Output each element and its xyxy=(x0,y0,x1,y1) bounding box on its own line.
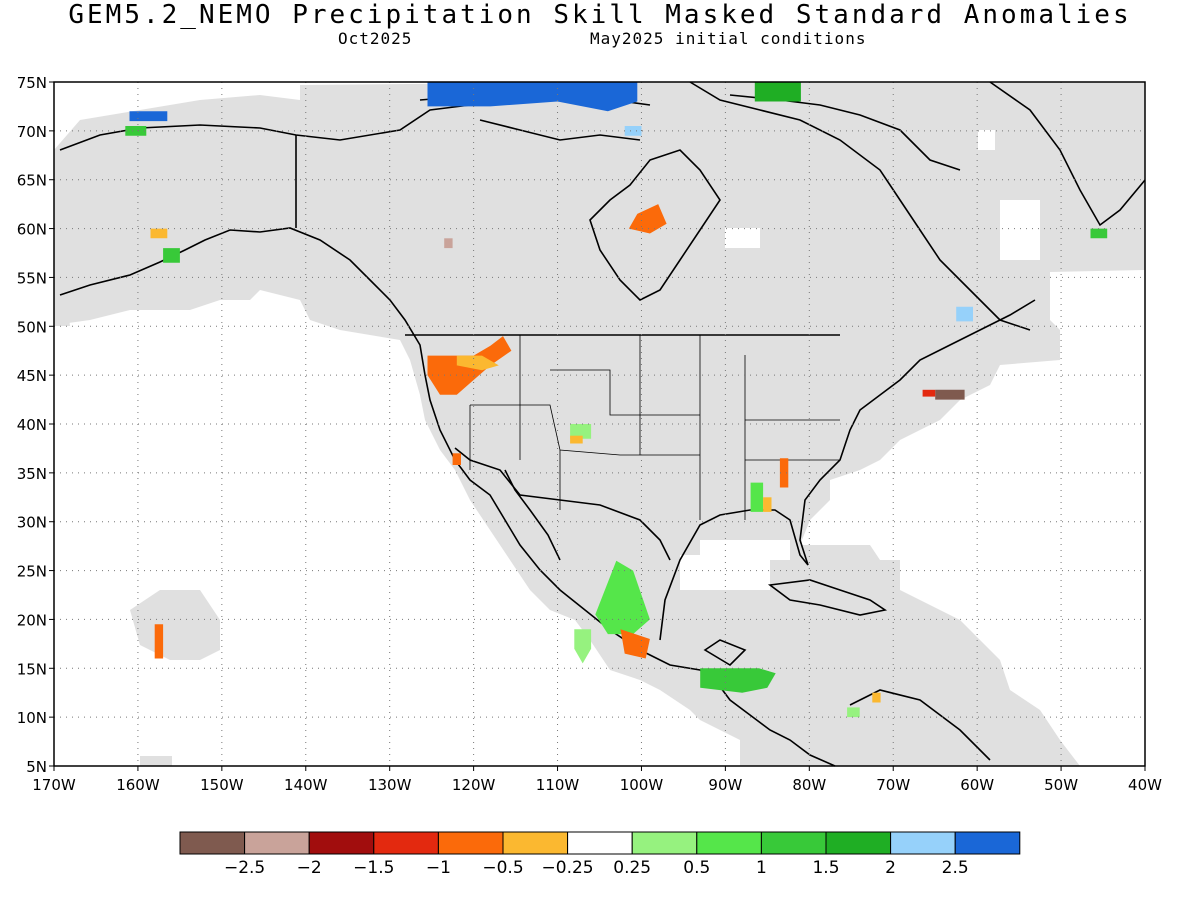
chart-title: GEM5.2_NEMO Precipitation Skill Masked S… xyxy=(68,0,1132,30)
lat-tick-label: 5N xyxy=(26,758,47,776)
lon-tick-label: 170W xyxy=(32,776,76,794)
colorbar-label: −1.5 xyxy=(353,858,394,878)
lon-tick-label: 150W xyxy=(200,776,244,794)
anomaly-patch xyxy=(452,453,461,465)
colorbar-swatch xyxy=(890,831,956,855)
colorbar-swatch xyxy=(502,831,569,855)
skill-mask-layer xyxy=(54,82,1145,766)
lon-tick-label: 100W xyxy=(620,776,664,794)
colorbar-swatch xyxy=(373,831,439,855)
colorbar-label: −0.25 xyxy=(542,858,594,878)
lat-axis: 5N 10N 15N 20N 25N 30N 35N 40N 45N 50N 55N 60N 65N 70… xyxy=(17,74,54,776)
lat-tick-label: 55N xyxy=(17,269,47,287)
colorbar-swatch xyxy=(308,831,375,855)
anomaly-patch xyxy=(624,126,642,136)
anomaly-patch xyxy=(574,629,592,664)
lat-tick-label: 70N xyxy=(17,123,47,141)
lat-tick-label: 35N xyxy=(17,465,47,483)
anomaly-patch xyxy=(763,497,772,512)
lon-tick-label: 40W xyxy=(1128,776,1162,794)
lon-tick-label: 80W xyxy=(792,776,826,794)
lon-tick-label: 60W xyxy=(960,776,994,794)
anomaly-patch xyxy=(956,306,973,322)
anomaly-patch xyxy=(700,668,776,693)
anomaly-patch xyxy=(125,126,147,136)
lat-tick-label: 65N xyxy=(17,172,47,190)
anomaly-patch xyxy=(628,204,667,234)
lon-axis: 170W 160W 150W 140W 130W 120W 110W 100W 90W 80W 70… xyxy=(32,766,1162,794)
colorbar-label: 1 xyxy=(756,858,767,878)
colorbar-swatch xyxy=(437,831,504,855)
lon-tick-label: 50W xyxy=(1044,776,1078,794)
lon-tick-label: 160W xyxy=(116,776,160,794)
colorbar-swatch xyxy=(696,831,762,855)
lat-tick-label: 45N xyxy=(17,367,47,385)
colorbar-swatch xyxy=(760,831,827,855)
lat-tick-label: 60N xyxy=(17,221,47,239)
anomaly-patch xyxy=(444,238,453,249)
anomaly-patch xyxy=(150,228,168,239)
valid-month: Oct2025 xyxy=(338,29,413,48)
anomaly-patch xyxy=(872,692,881,703)
colorbar-swatch xyxy=(567,831,633,855)
colorbar-label: 0.25 xyxy=(613,858,651,878)
anomaly-patch xyxy=(922,389,936,397)
lat-tick-label: 75N xyxy=(17,74,47,92)
lon-tick-label: 120W xyxy=(452,776,496,794)
lat-tick-label: 10N xyxy=(17,709,47,727)
colorbar-swatch xyxy=(179,831,246,855)
anomaly-patch xyxy=(163,248,180,263)
init-conditions: May2025 initial conditions xyxy=(590,29,867,48)
colorbar-swatch xyxy=(244,831,310,855)
anomaly-patch xyxy=(935,389,965,400)
colorbar-label: 0.5 xyxy=(683,858,710,878)
lat-tick-label: 40N xyxy=(17,416,47,434)
anomaly-patch xyxy=(154,624,164,659)
anomaly-patch xyxy=(779,458,789,488)
colorbar-label: −1 xyxy=(426,858,451,878)
anomaly-patch xyxy=(570,435,583,444)
colorbar-label: 2.5 xyxy=(942,858,969,878)
anomaly-patches-layer xyxy=(125,82,1108,718)
lon-tick-label: 130W xyxy=(368,776,412,794)
lat-tick-label: 30N xyxy=(17,514,47,532)
lon-tick-label: 70W xyxy=(876,776,910,794)
anomaly-patch xyxy=(847,707,860,718)
lat-tick-label: 50N xyxy=(17,318,47,336)
state-borders-layer xyxy=(469,335,840,520)
colorbar-swatch xyxy=(954,831,1021,855)
lon-tick-label: 140W xyxy=(284,776,328,794)
colorbar-swatch xyxy=(631,831,698,855)
colorbar-label: 2 xyxy=(885,858,896,878)
lon-tick-label: 90W xyxy=(708,776,742,794)
anomaly-patch xyxy=(570,424,592,439)
colorbar-label: −0.5 xyxy=(482,858,523,878)
anomaly-patch xyxy=(750,482,764,512)
anomaly-patch xyxy=(129,111,168,122)
map-plot-area xyxy=(53,81,1146,767)
anomaly-patch xyxy=(595,560,650,635)
colorbar-label: −2.5 xyxy=(224,858,265,878)
anomaly-patch xyxy=(1090,228,1108,239)
anomaly-patch xyxy=(456,355,499,371)
colorbar-label: 1.5 xyxy=(812,858,839,878)
lat-tick-label: 15N xyxy=(17,660,47,678)
anomaly-patch xyxy=(754,82,801,102)
lat-tick-label: 25N xyxy=(17,563,47,581)
colorbar-swatch xyxy=(825,831,892,855)
lat-tick-label: 20N xyxy=(17,611,47,629)
anomaly-patch xyxy=(620,629,650,659)
lon-tick-label: 110W xyxy=(536,776,580,794)
gridlines xyxy=(54,82,1145,766)
colorbar-label: −2 xyxy=(297,858,322,878)
colorbar: −2.5 −2 −1.5 −1 −0.5 −0.25 0.25 0.5 1 1.5 2 2.5 xyxy=(179,831,1021,878)
anomaly-patch xyxy=(427,82,638,112)
